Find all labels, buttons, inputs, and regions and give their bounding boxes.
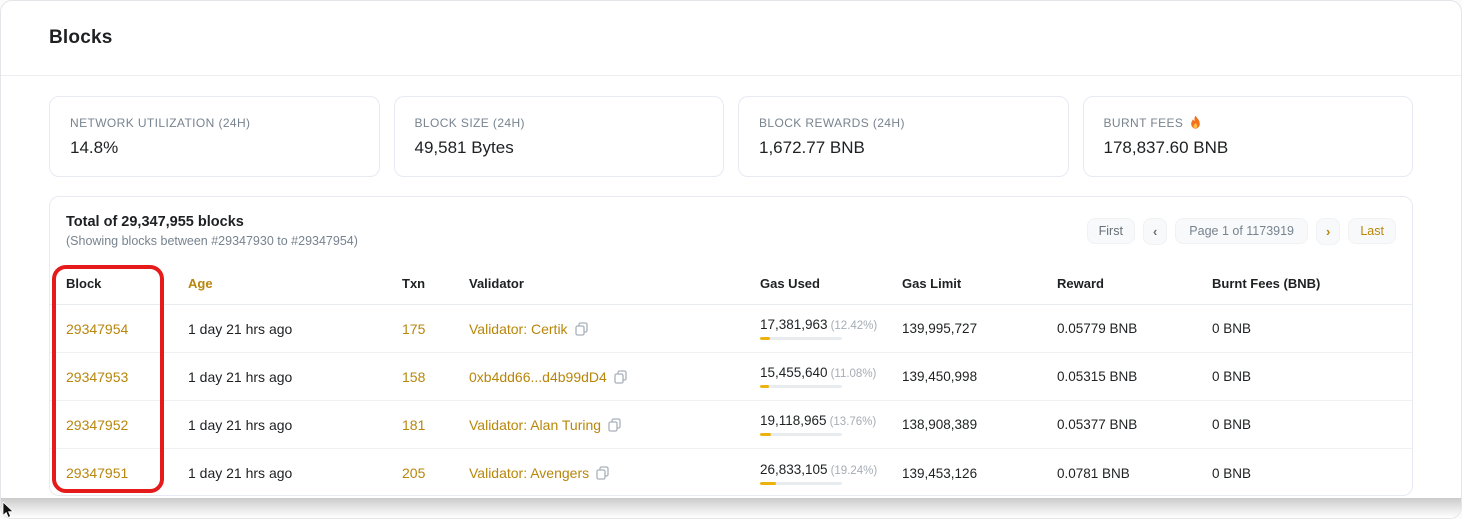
copy-button[interactable] <box>608 417 621 432</box>
validator-link[interactable]: Validator: Alan Turing <box>469 416 602 433</box>
block-number-link[interactable]: 29347954 <box>66 320 129 337</box>
pagination: First ‹ Page 1 of 1173919 › Last <box>1086 217 1396 245</box>
burnt-fees-value: 0 BNB <box>1212 417 1252 432</box>
stat-value: 49,581 Bytes <box>414 137 514 157</box>
column-header-age[interactable]: Age <box>188 276 213 291</box>
column-header-gas-used: Gas Used <box>760 276 820 291</box>
gas-used-cell: 15,455,640 (11.08%) <box>760 365 902 388</box>
validator-link[interactable]: 0xb4dd66...d4b99dD4 <box>469 368 607 385</box>
validator-link[interactable]: Validator: Avengers <box>469 465 590 481</box>
gas-used-value: 15,455,640 <box>760 365 828 380</box>
gas-used-percent: (19.24%) <box>830 464 878 477</box>
flame-icon <box>1191 115 1201 129</box>
gas-used-percent: (12.42%) <box>830 320 878 332</box>
blocks-total-text: Total of 29,347,955 blocks <box>66 214 244 230</box>
gas-used-cell: 17,381,963 (12.42%) <box>760 317 902 340</box>
burnt-fees-value: 0 BNB <box>1212 369 1252 384</box>
pagination-next-button[interactable]: › <box>1316 217 1341 245</box>
table-row: 29347952 1 day 21 hrs ago 181 Validator:… <box>50 401 1412 449</box>
copy-button[interactable] <box>614 369 627 384</box>
gas-used-progressbar <box>760 385 842 388</box>
gas-limit-value: 139,450,998 <box>902 369 978 384</box>
copy-icon <box>608 417 621 432</box>
table-row: 29347951 1 day 21 hrs ago 205 Validator:… <box>50 449 1412 497</box>
pagination-last-button[interactable]: Last <box>1348 217 1396 245</box>
gas-used-percent: (13.76%) <box>829 416 877 428</box>
window-bottom-shadow <box>1 498 1461 518</box>
gas-used-value: 26,833,105 <box>760 461 828 477</box>
stat-label: BURNT FEES <box>1103 115 1184 130</box>
column-header-reward: Reward <box>1057 276 1104 291</box>
blocks-table-card: Total of 29,347,955 blocks (Showing bloc… <box>49 196 1413 496</box>
txn-count-link[interactable]: 181 <box>402 416 426 433</box>
stat-value: 14.8% <box>70 137 119 157</box>
block-age: 1 day 21 hrs ago <box>188 465 293 481</box>
block-age: 1 day 21 hrs ago <box>188 416 293 433</box>
page-header: Blocks <box>1 1 1461 76</box>
gas-used-progressbar <box>760 337 842 340</box>
stat-card-block-size: BLOCK SIZE (24H) 49,581 Bytes <box>393 96 724 177</box>
table-body: 29347954 1 day 21 hrs ago 175 Validator:… <box>50 305 1412 497</box>
column-header-burnt-fees: Burnt Fees (BNB) <box>1212 276 1321 291</box>
pagination-page-indicator: Page 1 of 1173919 <box>1175 217 1309 245</box>
block-number-link[interactable]: 29347952 <box>66 416 129 433</box>
copy-icon <box>614 369 627 384</box>
gas-limit-value: 139,995,727 <box>902 321 978 336</box>
table-row: 29347953 1 day 21 hrs ago 158 0xb4dd66..… <box>50 353 1412 401</box>
copy-button[interactable] <box>596 466 609 480</box>
gas-used-progressbar <box>760 433 842 436</box>
stat-card-block-rewards: BLOCK REWARDS (24H) 1,672.77 BNB <box>738 96 1069 177</box>
column-header-gas-limit: Gas Limit <box>902 276 962 291</box>
gas-used-cell: 26,833,105 (19.24%) <box>760 462 902 485</box>
gas-limit-value: 139,453,126 <box>902 465 978 481</box>
gas-used-progressbar <box>760 481 842 485</box>
gas-used-value: 17,381,963 <box>760 317 828 332</box>
stat-label: NETWORK UTILIZATION (24H) <box>70 115 251 130</box>
burnt-fees-value: 0 BNB <box>1212 465 1252 481</box>
block-age: 1 day 21 hrs ago <box>188 320 293 337</box>
block-number-link[interactable]: 29347951 <box>66 465 129 481</box>
table-header-row: Block Age Txn Validator Gas Used Gas Lim… <box>50 263 1412 305</box>
block-number-link[interactable]: 29347953 <box>66 368 129 385</box>
reward-value: 0.0781 BNB <box>1057 465 1130 481</box>
stat-card-burnt-fees: BURNT FEES 178,837.60 BNB <box>1082 96 1413 177</box>
stat-card-network-utilization: NETWORK UTILIZATION (24H) 14.8% <box>49 96 380 177</box>
gas-limit-value: 138,908,389 <box>902 417 978 432</box>
column-header-block: Block <box>66 276 102 291</box>
gas-used-cell: 19,118,965 (13.76%) <box>760 413 902 436</box>
blocks-table: Block Age Txn Validator Gas Used Gas Lim… <box>50 263 1412 497</box>
column-header-txn: Txn <box>402 276 426 291</box>
mouse-cursor <box>2 502 14 518</box>
blocks-showing-text: (Showing blocks between #29347930 to #29… <box>66 234 358 248</box>
pagination-first-button[interactable]: First <box>1086 217 1135 245</box>
table-row: 29347954 1 day 21 hrs ago 175 Validator:… <box>50 305 1412 353</box>
txn-count-link[interactable]: 205 <box>402 465 426 481</box>
stat-value: 1,672.77 BNB <box>759 137 865 157</box>
copy-icon <box>574 321 588 336</box>
stats-row: NETWORK UTILIZATION (24H) 14.8% BLOCK SI… <box>49 96 1413 177</box>
reward-value: 0.05377 BNB <box>1057 417 1138 432</box>
copy-button[interactable] <box>574 321 588 336</box>
reward-value: 0.05315 BNB <box>1057 369 1138 384</box>
table-card-header: Total of 29,347,955 blocks (Showing bloc… <box>50 197 1412 263</box>
page-title: Blocks <box>49 27 113 48</box>
block-age: 1 day 21 hrs ago <box>188 368 293 385</box>
txn-count-link[interactable]: 175 <box>402 320 426 337</box>
stat-label: BLOCK REWARDS (24H) <box>759 115 905 130</box>
burnt-fees-value: 0 BNB <box>1212 321 1252 336</box>
column-header-validator: Validator <box>469 276 524 291</box>
reward-value: 0.05779 BNB <box>1057 321 1138 336</box>
copy-icon <box>596 466 609 480</box>
gas-used-percent: (11.08%) <box>830 368 877 380</box>
pagination-prev-button[interactable]: ‹ <box>1142 217 1168 245</box>
gas-used-value: 19,118,965 <box>760 413 827 428</box>
txn-count-link[interactable]: 158 <box>402 368 426 385</box>
stat-label: BLOCK SIZE (24H) <box>414 115 525 130</box>
stat-value: 178,837.60 BNB <box>1103 138 1229 157</box>
validator-link[interactable]: Validator: Certik <box>469 320 568 337</box>
